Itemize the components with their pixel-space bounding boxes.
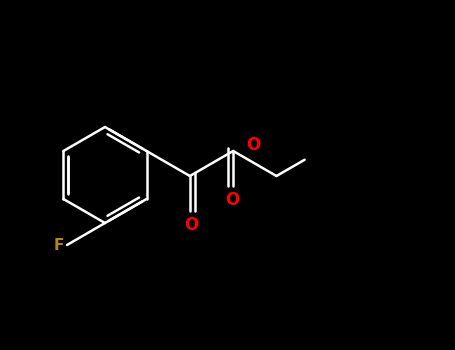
Text: O: O (246, 135, 260, 154)
Text: O: O (184, 216, 198, 234)
Text: O: O (225, 191, 239, 209)
Text: F: F (54, 238, 64, 252)
